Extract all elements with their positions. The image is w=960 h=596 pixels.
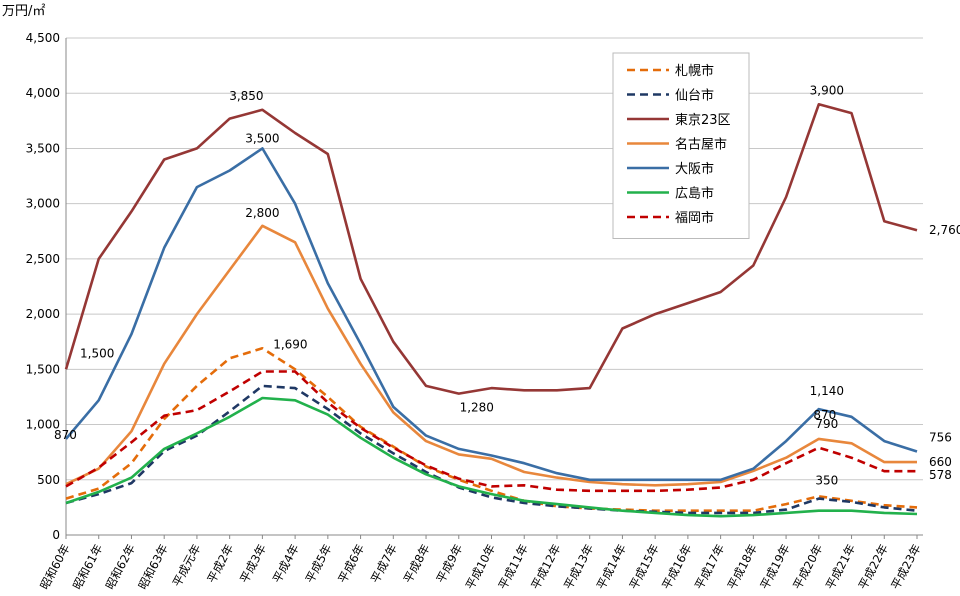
legend-label: 札幌市: [675, 63, 714, 79]
y-tick-label: 1,500: [26, 362, 60, 376]
y-tick-label: 2,000: [26, 307, 60, 321]
data-label: 756: [929, 431, 952, 445]
x-tick-label: 平成2年: [204, 542, 236, 586]
legend-label: 東京23区: [675, 112, 731, 128]
legend: [612, 52, 750, 239]
x-tick-label: 平成7年: [368, 542, 400, 586]
legend-label: 広島市: [675, 186, 714, 202]
x-tick-label: 平成17年: [692, 542, 727, 592]
x-tick-label: 平成22年: [855, 542, 890, 592]
x-tick-label: 平成6年: [335, 542, 367, 586]
legend-label: 仙台市: [675, 88, 714, 104]
y-tick-label: 3,500: [26, 141, 60, 155]
x-tick-label: 昭和60年: [37, 542, 72, 592]
x-tick-label: 平成20年: [790, 542, 825, 592]
x-tick-label: 平成23年: [888, 542, 923, 592]
data-label: 1,280: [460, 401, 494, 415]
y-tick-label: 4,500: [26, 31, 60, 45]
x-tick-label: 昭和61年: [70, 542, 105, 592]
data-label: 2,800: [245, 206, 279, 220]
data-label: 660: [929, 455, 952, 469]
y-tick-label: 2,500: [26, 252, 60, 266]
x-tick-label: 平成15年: [626, 542, 661, 592]
x-tick-label: 平成3年: [237, 542, 269, 586]
x-tick-label: 平成19年: [757, 542, 792, 592]
legend-label: 名古屋市: [675, 137, 727, 153]
legend-label: 大阪市: [675, 161, 714, 177]
x-tick-label: 平成元年: [170, 542, 204, 589]
x-tick-label: 昭和63年: [135, 542, 170, 592]
data-label: 870: [813, 408, 836, 422]
data-label: 578: [929, 468, 952, 482]
data-label: 870: [54, 428, 77, 442]
x-tick-label: 平成5年: [302, 542, 334, 586]
legend-label: 福岡市: [675, 210, 714, 226]
data-label: 2,760: [929, 223, 960, 237]
x-tick-label: 平成8年: [401, 542, 433, 586]
series-line: [65, 370, 917, 493]
series-line: [65, 346, 918, 513]
x-tick-label: 昭和62年: [103, 542, 138, 592]
y-tick-label: 1,000: [26, 418, 60, 432]
y-tick-label: 500: [37, 473, 60, 487]
x-tick-label: 平成21年: [823, 542, 858, 592]
x-tick-label: 平成13年: [561, 542, 596, 592]
data-label: 1,140: [810, 384, 844, 398]
data-label: 350: [815, 473, 838, 487]
y-tick-label: 0: [52, 528, 60, 542]
x-tick-label: 平成14年: [594, 542, 629, 592]
y-tick-label: 3,000: [26, 197, 60, 211]
data-label: 3,900: [810, 83, 844, 97]
x-tick-label: 平成18年: [725, 542, 760, 592]
x-tick-label: 平成4年: [270, 542, 302, 586]
y-tick-label: 4,000: [26, 86, 60, 100]
series-line: [65, 147, 918, 482]
series-line: [65, 396, 918, 518]
series-line: [65, 224, 917, 487]
data-label: 1,500: [80, 346, 114, 360]
y-axis-unit-label: 万円/㎡: [2, 4, 46, 19]
x-tick-label: 平成9年: [433, 542, 465, 586]
data-label: 790: [815, 417, 838, 431]
data-label: 1,690: [273, 337, 307, 351]
x-tick-label: 平成11年: [495, 542, 530, 592]
series-line: [64, 103, 918, 395]
x-tick-label: 平成10年: [463, 542, 498, 592]
x-tick-label: 平成12年: [528, 542, 563, 592]
data-label: 3,500: [245, 131, 279, 145]
x-tick-label: 平成16年: [659, 542, 694, 592]
data-label: 3,850: [229, 89, 263, 103]
